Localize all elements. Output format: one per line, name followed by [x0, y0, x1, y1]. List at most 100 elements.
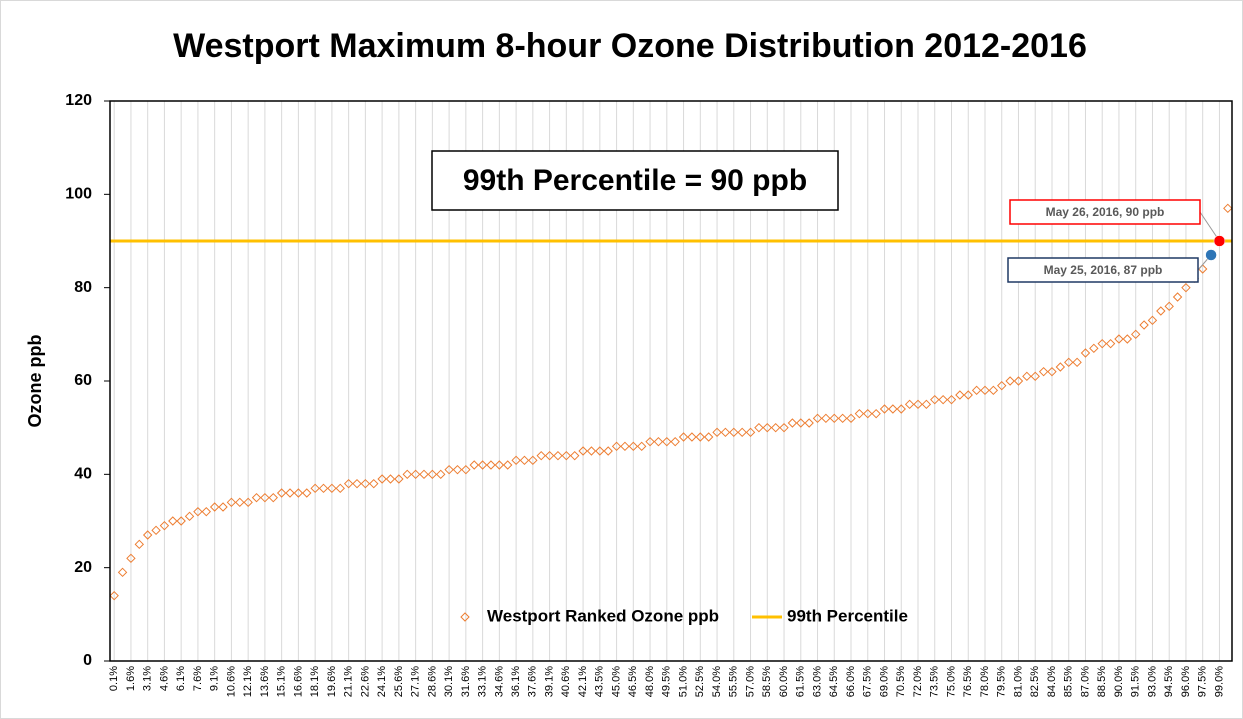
data-point: [503, 460, 513, 470]
data-point: [879, 404, 890, 414]
x-tick-label: 90.0%: [1113, 666, 1125, 697]
x-tick-label: 27.1%: [410, 666, 422, 697]
x-tick-label: 28.6%: [426, 666, 438, 697]
data-point: [494, 460, 505, 470]
data-point: [343, 478, 354, 489]
data-point: [628, 441, 639, 452]
data-point: [695, 432, 706, 442]
x-tick-label: 93.0%: [1146, 666, 1158, 697]
data-point: [1131, 329, 1141, 340]
x-tick-label: 19.6%: [326, 666, 338, 697]
data-point: [469, 460, 479, 470]
x-tick-label: 15.1%: [276, 666, 288, 697]
x-tick-label: 55.5%: [728, 666, 740, 697]
x-tick-label: 30.1%: [443, 666, 455, 697]
x-tick-label: 63.0%: [811, 666, 823, 697]
data-point: [829, 413, 839, 424]
data-point: [1005, 376, 1015, 386]
highlight-point: [1205, 249, 1217, 261]
data-point: [997, 380, 1007, 391]
data-point: [126, 553, 136, 564]
data-point: [720, 427, 731, 438]
data-point: [980, 385, 990, 396]
y-tick-label: 100: [65, 186, 92, 203]
data-point: [1030, 371, 1040, 382]
data-point: [1080, 348, 1091, 358]
data-point: [687, 432, 697, 442]
data-point: [896, 404, 906, 414]
data-point: [1156, 306, 1166, 316]
data-point: [427, 469, 438, 480]
annotation-box: [1009, 199, 1201, 225]
x-tick-label: 13.6%: [259, 666, 271, 697]
highlight-point: [1213, 235, 1226, 247]
data-point: [703, 432, 714, 442]
data-point: [854, 408, 865, 419]
x-tick-label: 18.1%: [309, 666, 321, 697]
data-point: [369, 478, 379, 489]
x-tick-label: 52.5%: [694, 666, 706, 697]
data-point: [444, 464, 454, 475]
y-tick-label: 60: [74, 372, 92, 389]
x-tick-label: 22.6%: [359, 666, 371, 697]
data-point: [770, 422, 781, 433]
data-point: [176, 516, 186, 526]
y-tick-label: 0: [83, 652, 92, 669]
x-tick-label: 42.1%: [577, 666, 589, 697]
data-point: [117, 567, 128, 578]
x-tick-label: 1.6%: [125, 666, 137, 691]
data-point: [1122, 334, 1133, 344]
data-point: [1181, 282, 1191, 293]
data-point: [226, 497, 237, 508]
x-tick-label: 48.0%: [644, 666, 656, 697]
data-point: [1022, 371, 1032, 382]
data-point: [729, 427, 739, 438]
data-point: [578, 446, 588, 456]
data-point: [218, 502, 228, 512]
x-tick-label: 43.5%: [594, 666, 606, 697]
data-point: [821, 413, 831, 424]
x-tick-label: 85.5%: [1063, 666, 1075, 697]
x-tick-label: 97.5%: [1197, 666, 1209, 697]
data-point: [151, 525, 161, 536]
data-point: [611, 441, 622, 452]
x-tick-label: 73.5%: [929, 666, 941, 697]
x-tick-label: 78.0%: [979, 666, 991, 697]
data-point: [921, 399, 932, 410]
x-tick-label: 31.6%: [460, 666, 472, 697]
x-tick-label: 91.5%: [1130, 666, 1142, 697]
data-point: [913, 399, 923, 410]
x-tick-label: 25.6%: [393, 666, 405, 697]
x-tick-label: 3.1%: [142, 666, 154, 691]
data-point: [235, 497, 245, 508]
data-point: [544, 450, 555, 461]
x-tick-label: 58.5%: [761, 666, 773, 697]
x-tick-label: 82.5%: [1029, 666, 1041, 697]
data-point: [486, 460, 496, 470]
data-point: [193, 506, 203, 517]
x-tick-label: 0.1%: [108, 666, 120, 691]
data-point: [904, 399, 915, 410]
data-point: [1172, 292, 1183, 302]
data-point: [268, 492, 278, 503]
data-point: [1139, 320, 1149, 330]
data-point: [754, 422, 764, 433]
x-tick-label: 84.0%: [1046, 666, 1058, 697]
data-point: [452, 464, 463, 475]
data-point: [837, 413, 848, 424]
x-tick-label: 54.0%: [711, 666, 723, 697]
annotation-leader: [1199, 211, 1220, 242]
data-point: [955, 390, 965, 400]
data-point: [394, 474, 404, 484]
data-point: [134, 539, 145, 550]
x-tick-label: 24.1%: [376, 666, 388, 697]
data-point: [603, 446, 613, 456]
data-point: [477, 460, 488, 470]
data-point: [636, 441, 647, 452]
x-tick-label: 67.5%: [862, 666, 874, 697]
x-tick-label: 39.1%: [543, 666, 555, 697]
x-tick-label: 51.0%: [677, 666, 689, 697]
data-point: [377, 474, 387, 484]
data-point: [436, 469, 446, 480]
